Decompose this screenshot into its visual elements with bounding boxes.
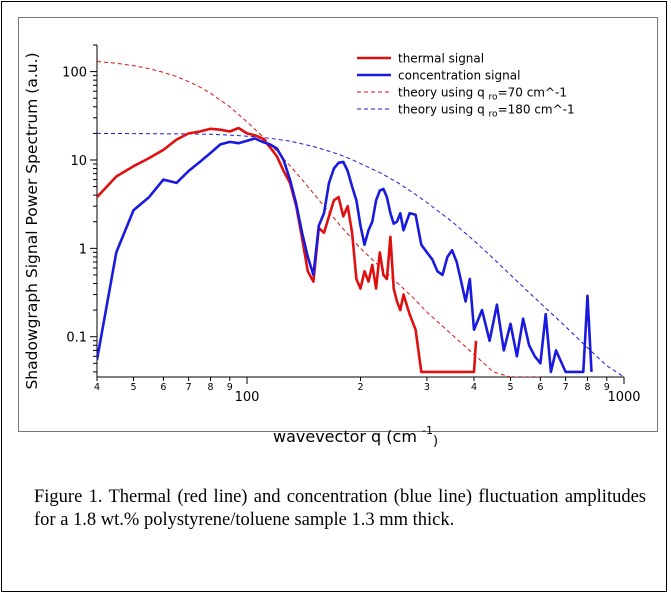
legend-label: thermal signal (398, 52, 484, 66)
x-tick-label: 1000 (607, 390, 640, 405)
x-axis-label: wavevector q (cm -1) (273, 424, 438, 449)
series-line-2 (97, 137, 593, 374)
y-tick-label: 0.1 (66, 331, 87, 346)
x-tick-label: 9 (227, 382, 233, 393)
x-tick-label: 8 (207, 382, 213, 393)
x-tick-label: 4 (94, 382, 100, 393)
x-tick-label: 7 (563, 382, 569, 393)
y-axis-label: Shadowgraph Signal Power Spectrum (a.u.) (23, 52, 41, 389)
x-tick-label: 7 (186, 382, 192, 393)
x-tick-label: 2 (357, 382, 363, 393)
x-tick-label: 100 (235, 390, 260, 405)
x-tick-label: 5 (507, 382, 513, 393)
x-tick-label: 3 (424, 382, 430, 393)
x-tick-label: 9 (604, 382, 610, 393)
x-tick-label: 6 (537, 382, 543, 393)
y-tick-label: 10 (70, 154, 87, 169)
figure-caption: Figure 1. Thermal (red line) and concent… (34, 487, 646, 530)
x-tick-label: 5 (131, 382, 137, 393)
plot-box (18, 17, 658, 432)
legend-label: theory using q ro=70 cm^-1 (398, 86, 567, 103)
x-tick-label: 4 (471, 382, 477, 393)
y-tick-label: 100 (62, 66, 87, 81)
series-line-1 (97, 126, 478, 374)
x-tick-label: 8 (584, 382, 590, 393)
legend-label: concentration signal (398, 69, 520, 83)
legend-label: theory using q ro=180 cm^-1 (398, 103, 575, 120)
y-tick-label: 1 (79, 242, 87, 257)
x-tick-label: 6 (160, 382, 166, 393)
series-line-4 (97, 132, 624, 377)
series-layer (97, 61, 624, 377)
series-line-3 (97, 61, 541, 377)
axis-labels: Shadowgraph Signal Power Spectrum (a.u.)… (23, 52, 438, 449)
legend: thermal signal concentration signal theory… (357, 52, 575, 120)
